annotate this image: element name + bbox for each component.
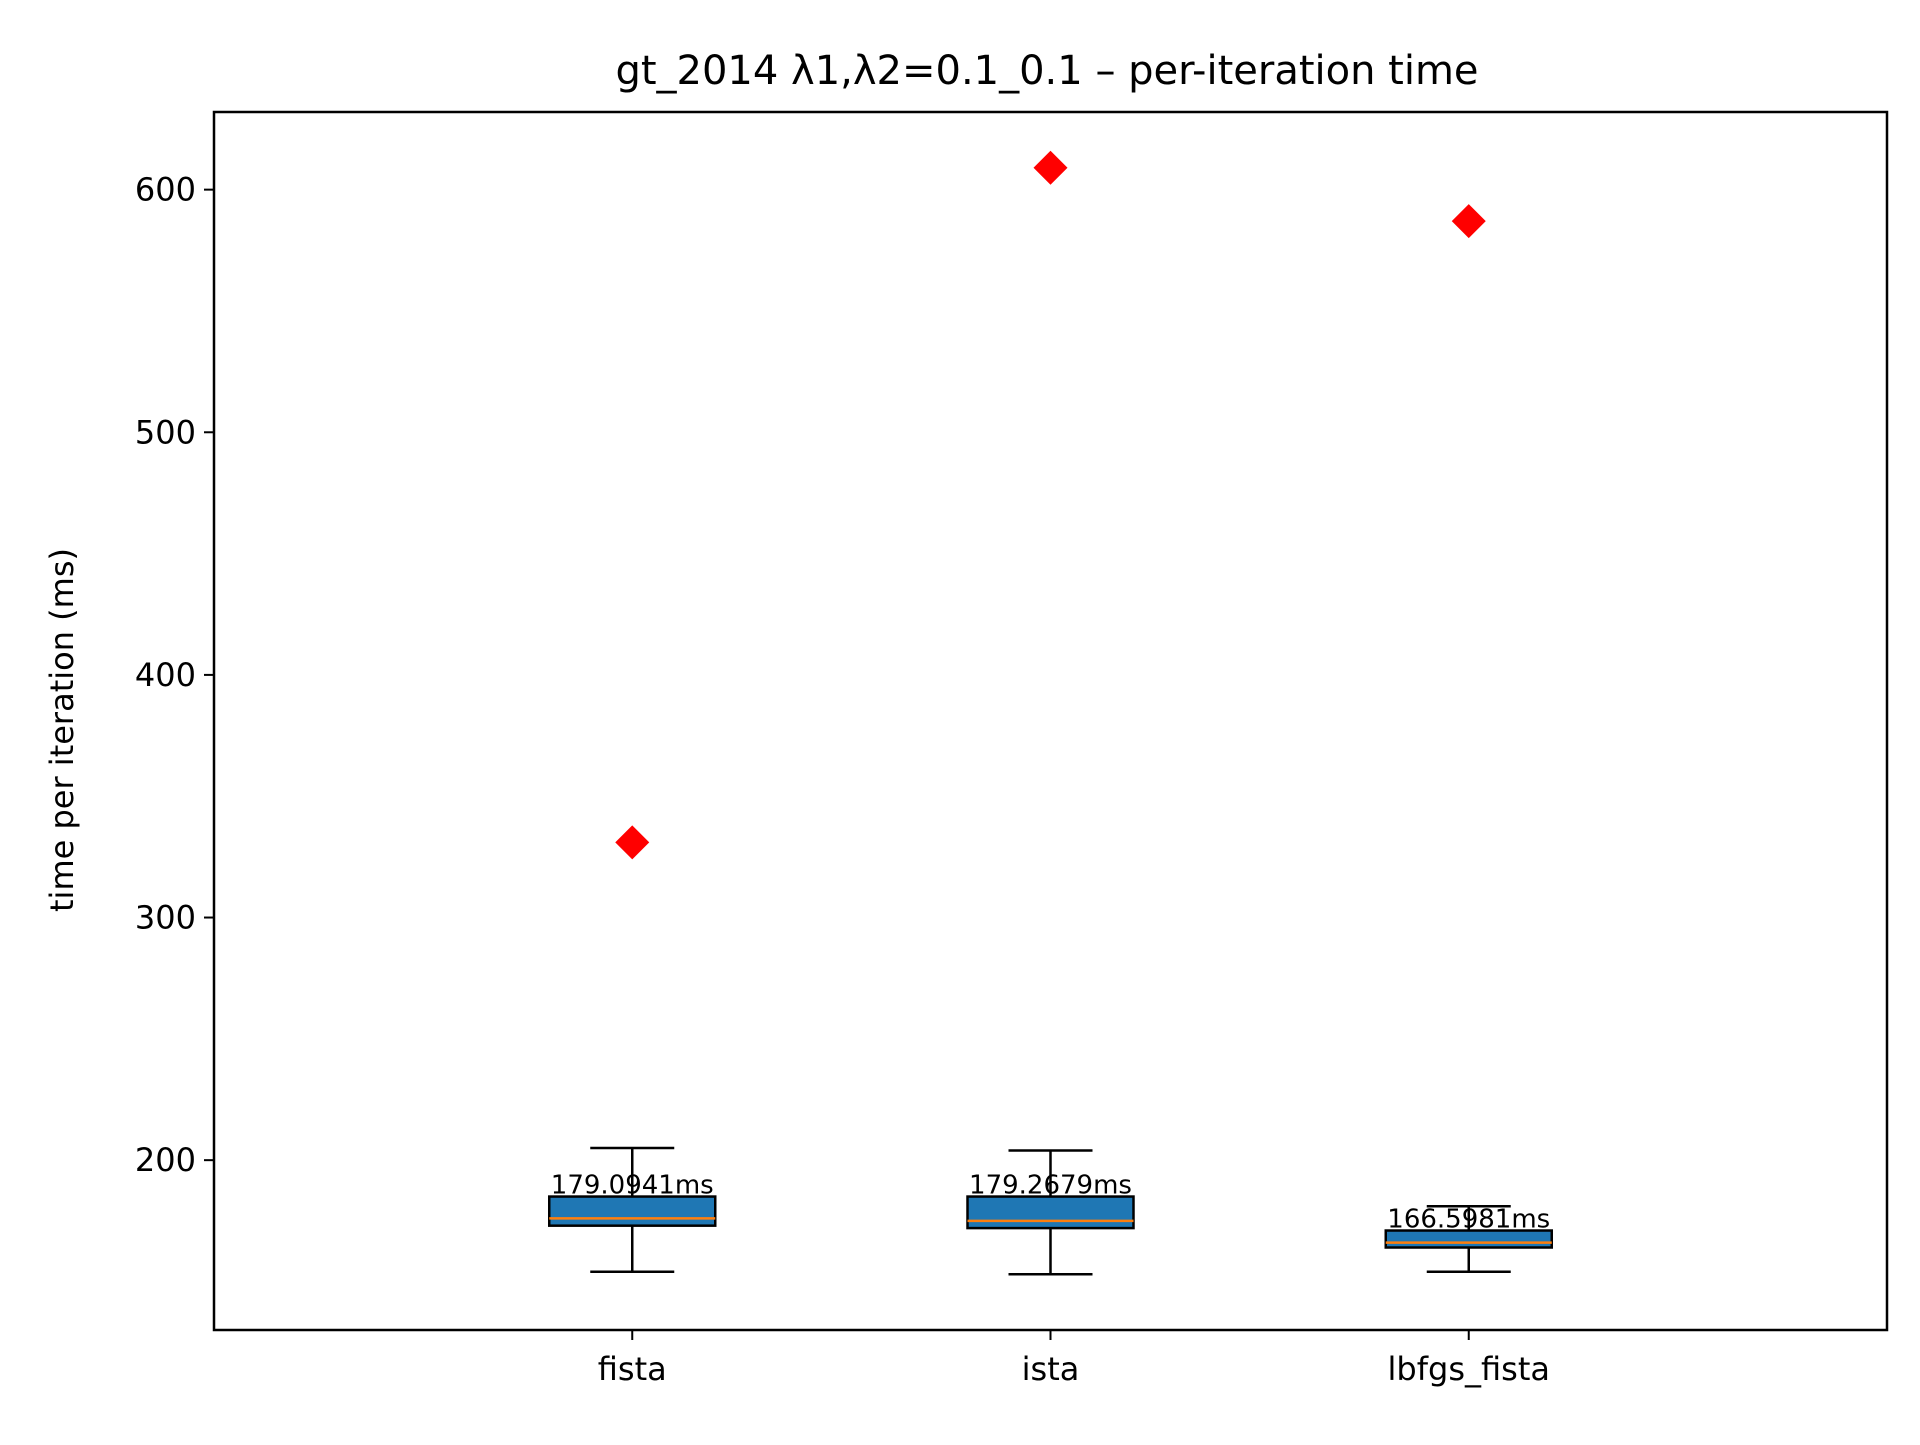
iqr-box: [966, 1195, 1135, 1230]
outlier-marker: [1033, 150, 1068, 185]
chart-title: gt_2014 λ1,λ2=0.1_0.1 – per-iteration ti…: [615, 48, 1478, 94]
y-tick-label: 400: [135, 656, 196, 694]
y-tick-label: 200: [135, 1141, 196, 1179]
mean-annotation: 179.0941ms: [551, 1171, 714, 1201]
iqr-box: [548, 1195, 717, 1227]
outlier-marker: [1451, 204, 1486, 239]
box-ista: 179.2679ms: [966, 150, 1135, 1276]
box-lbfgs_fista: 166.5981ms: [1384, 204, 1553, 1274]
x-tick-label: lbfgs_fista: [1388, 1350, 1550, 1388]
y-tick-label: 600: [135, 171, 196, 209]
box-fista: 179.0941ms: [548, 825, 717, 1274]
plot-area: 200 300 400 500 600 fista ista lbfgs_fista 179.0…: [135, 110, 1889, 1388]
x-tick-label: ista: [1022, 1350, 1080, 1388]
mean-annotation: 179.2679ms: [969, 1171, 1132, 1201]
plot-frame: [212, 110, 1889, 1332]
y-tick-label: 300: [135, 899, 196, 937]
outlier-marker: [615, 825, 650, 860]
mean-annotation: 166.5981ms: [1387, 1205, 1550, 1235]
y-axis-label: time per iteration (ms): [43, 548, 81, 912]
x-tick-label: fista: [598, 1350, 667, 1388]
y-tick-label: 500: [135, 413, 196, 451]
